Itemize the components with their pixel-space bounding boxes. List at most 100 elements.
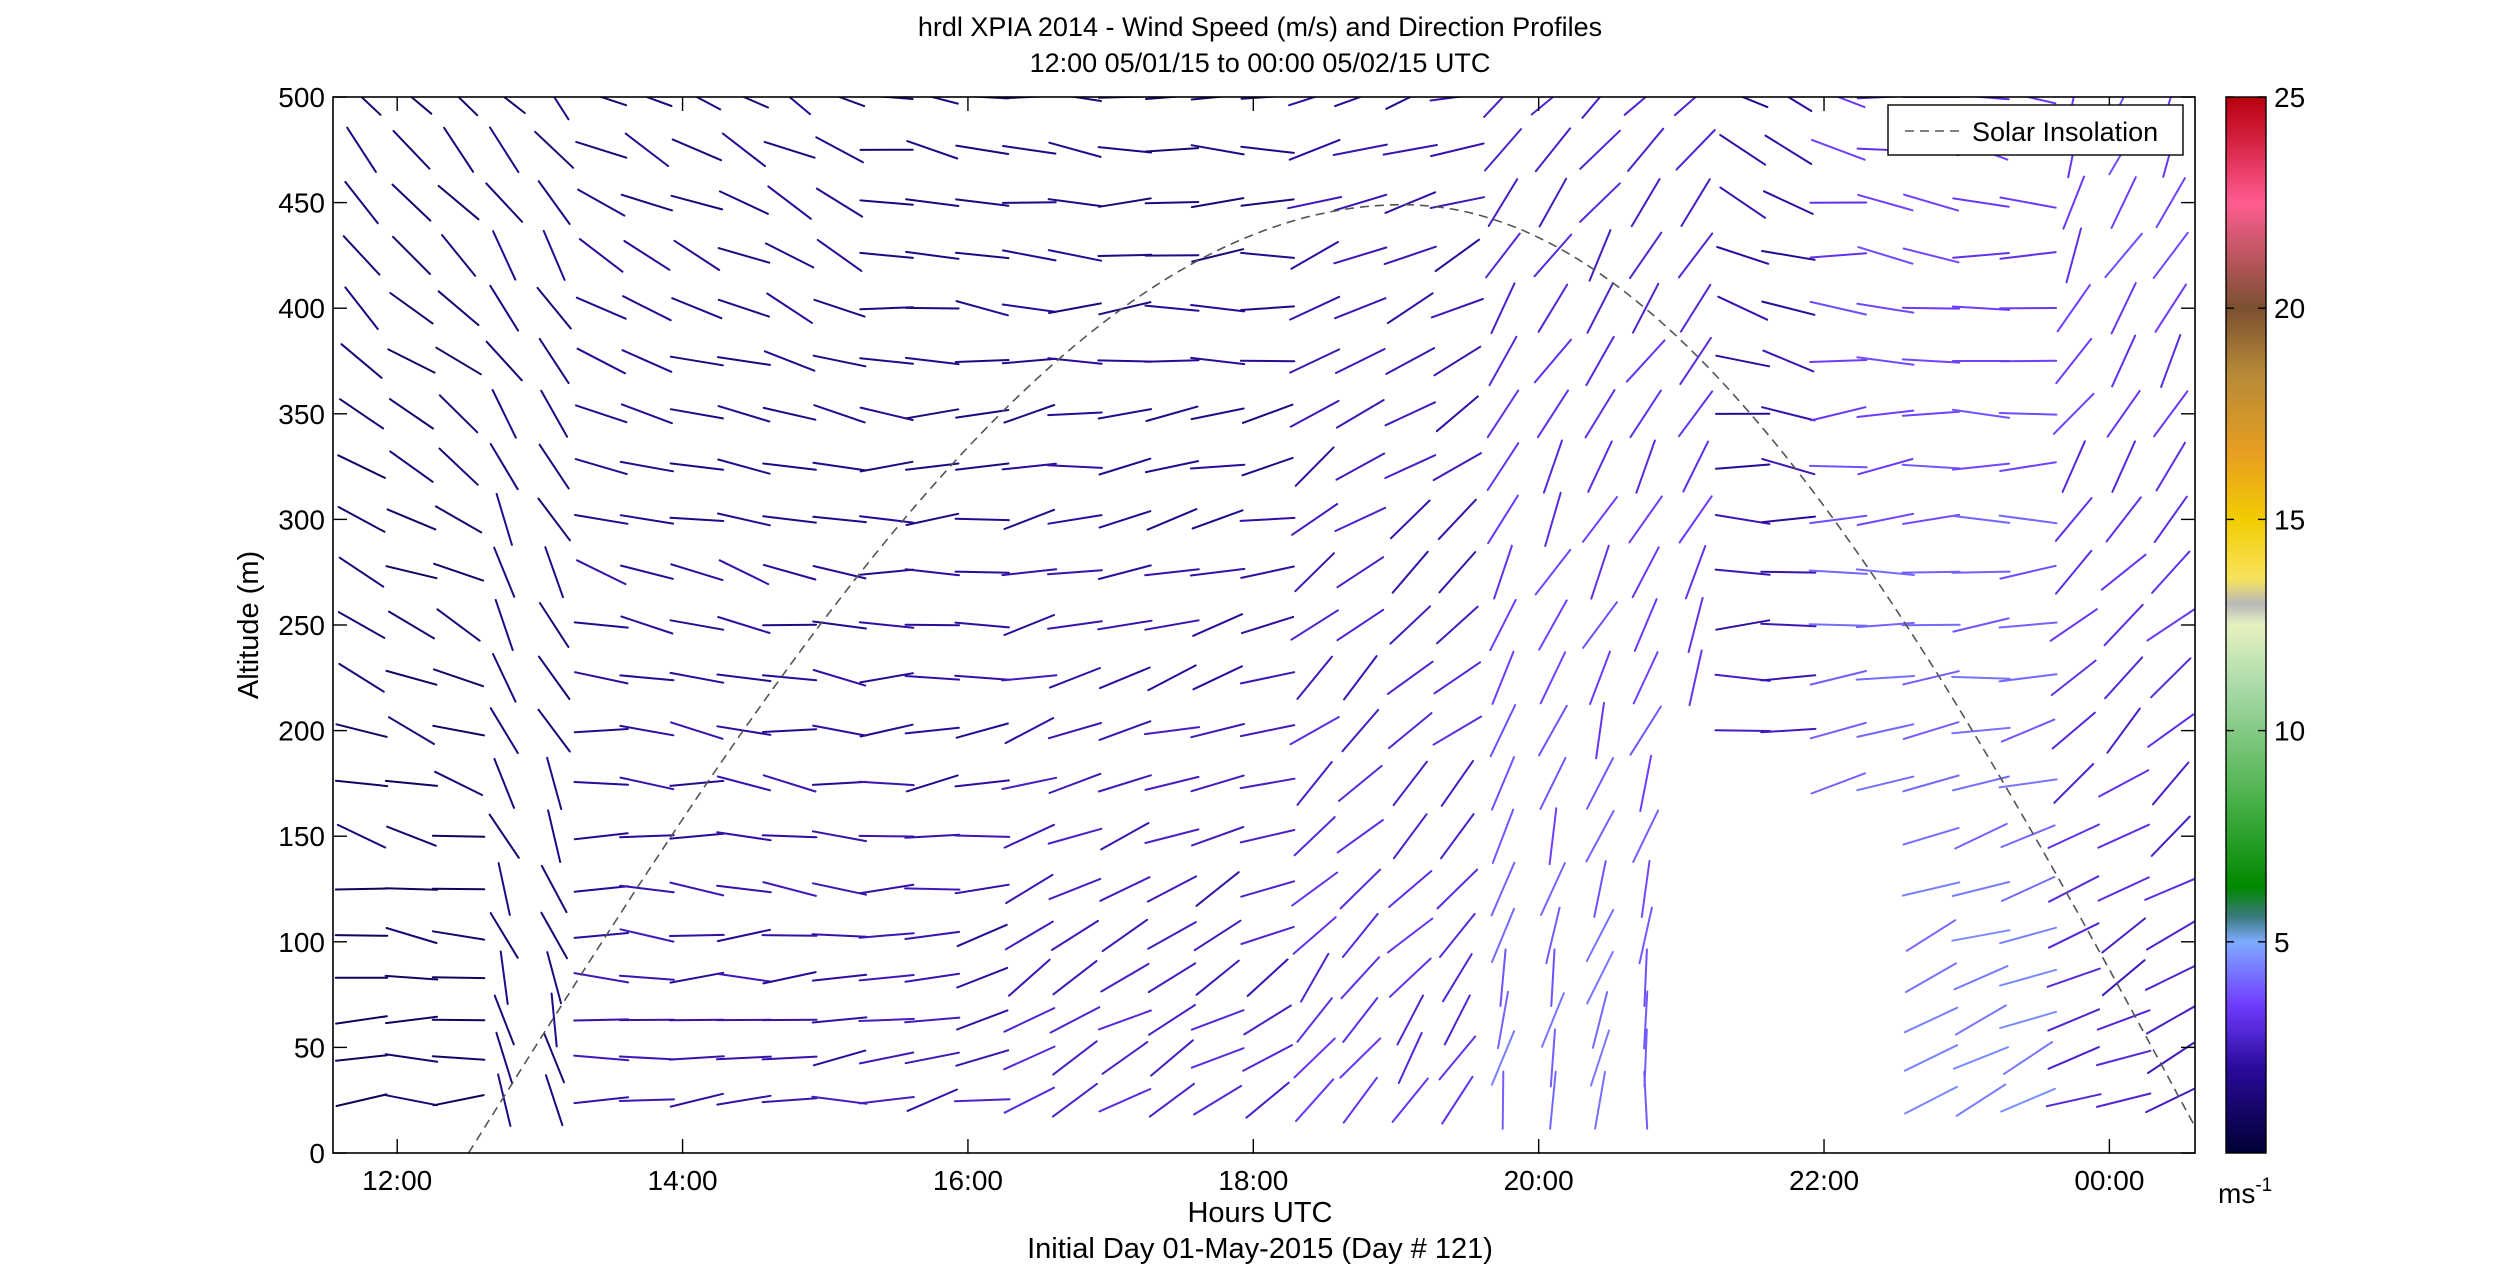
wind-barb (1760, 570, 1817, 574)
x-axis-sublabel: Initial Day 01-May-2015 (Day # 121) (1027, 1233, 1493, 1265)
solar-insolation-curve (467, 203, 2195, 1153)
wind-barb (905, 512, 960, 526)
wind-barb (859, 1051, 915, 1065)
wind-barb (2103, 603, 2144, 647)
wind-barb (1433, 345, 1482, 377)
wind-barb (1673, 97, 1698, 117)
wind-barb (1143, 726, 1201, 736)
wind-barb (1049, 1006, 1101, 1034)
wind-barb (904, 930, 961, 940)
wind-barb (1240, 251, 1295, 259)
colorbar-unit: ms-1 (2218, 1175, 2272, 1209)
wind-barb (1146, 875, 1198, 903)
wind-barb (1144, 460, 1200, 474)
wind-barb (1487, 494, 1519, 545)
wind-barb (543, 1032, 565, 1084)
wind-barb (1952, 1046, 2009, 1070)
wind-barb (1382, 144, 1438, 156)
wind-barb (1952, 197, 2010, 208)
wind-barb (2145, 1005, 2195, 1035)
wind-barb (859, 199, 914, 206)
legend-box (1887, 104, 2184, 156)
wind-barb (537, 180, 571, 225)
wind-barb (389, 450, 434, 483)
wind-barb (2104, 232, 2143, 279)
wind-barb (813, 404, 866, 424)
wind-barb (1591, 991, 1609, 1049)
colorbar-tick-label: 15 (2274, 504, 2305, 535)
wind-barb (489, 284, 520, 332)
x-tick-label: 14:00 (648, 1165, 718, 1196)
wind-barb (1388, 870, 1433, 908)
wind-barb (387, 716, 435, 745)
wind-barb (334, 779, 389, 788)
wind-barb (1290, 609, 1339, 641)
wind-barb (1904, 1085, 1958, 1115)
wind-barb (956, 1009, 1009, 1031)
wind-barb (392, 235, 431, 275)
wind-barb (1001, 462, 1057, 471)
wind-barb (1100, 962, 1150, 993)
wind-barb (575, 404, 628, 424)
wind-barb (2052, 392, 2095, 435)
wind-barb (1714, 729, 1771, 732)
wind-barb (2000, 718, 2056, 743)
wind-barb (1589, 650, 1611, 706)
wind-barb (499, 950, 509, 1005)
wind-barb (1289, 716, 1340, 746)
wind-barb (1240, 880, 1295, 898)
wind-barb (815, 187, 864, 218)
wind-barb (1688, 649, 1703, 707)
wind-barb (2096, 1009, 2151, 1031)
wind-barb (573, 781, 629, 786)
wind-barb (1953, 965, 2009, 991)
wind-barb (1716, 246, 1770, 265)
wind-barb (1191, 509, 1244, 530)
wind-barb (762, 674, 818, 682)
wind-barb (1809, 670, 1867, 686)
wind-barb (716, 725, 772, 736)
wind-barb (954, 883, 1010, 895)
wind-barb (1633, 598, 1658, 652)
wind-barb (668, 1018, 725, 1022)
wind-barb (741, 97, 769, 109)
wind-barb (1384, 401, 1436, 427)
wind-barb (1294, 552, 1335, 593)
wind-barb (1760, 622, 1817, 628)
wind-barb (497, 1073, 512, 1127)
wind-barb (904, 972, 961, 983)
wind-barb (670, 563, 724, 582)
wind-barb (2153, 390, 2189, 438)
wind-barb (1643, 990, 1649, 1050)
wind-barb (1240, 671, 1296, 685)
wind-barb (1586, 282, 1614, 334)
wind-barb (669, 832, 725, 840)
wind-barb (489, 126, 520, 174)
wind-barb (1587, 440, 1613, 493)
wind-barb (767, 185, 812, 220)
wind-barb (1579, 129, 1621, 170)
wind-barb (1643, 1028, 1648, 1088)
wind-barb (1003, 1045, 1056, 1071)
wind-barb (1901, 358, 1961, 364)
wind-barb (495, 1031, 513, 1085)
wind-barb (1533, 233, 1573, 278)
wind-barb (859, 568, 915, 576)
wind-barb (2000, 1087, 2056, 1113)
wind-barb (619, 674, 675, 682)
wind-barb (1902, 247, 1960, 264)
wind-barb (716, 884, 772, 894)
wind-barb (1386, 660, 1434, 695)
wind-barb (669, 1092, 724, 1108)
wind-barb (537, 708, 571, 753)
wind-barb (339, 398, 385, 430)
wind-barb (955, 144, 1010, 155)
wind-barb (1999, 968, 2058, 987)
wind-barb (1678, 495, 1713, 544)
wind-barb (384, 974, 439, 981)
wind-barb (1675, 129, 1716, 171)
x-axis: 12:00 14:00 16:00 18:00 20:00 22:00 00:00 (362, 97, 2144, 1196)
wind-barb (2100, 553, 2147, 591)
wind-barb (619, 834, 675, 839)
wind-barb (1296, 761, 1333, 806)
